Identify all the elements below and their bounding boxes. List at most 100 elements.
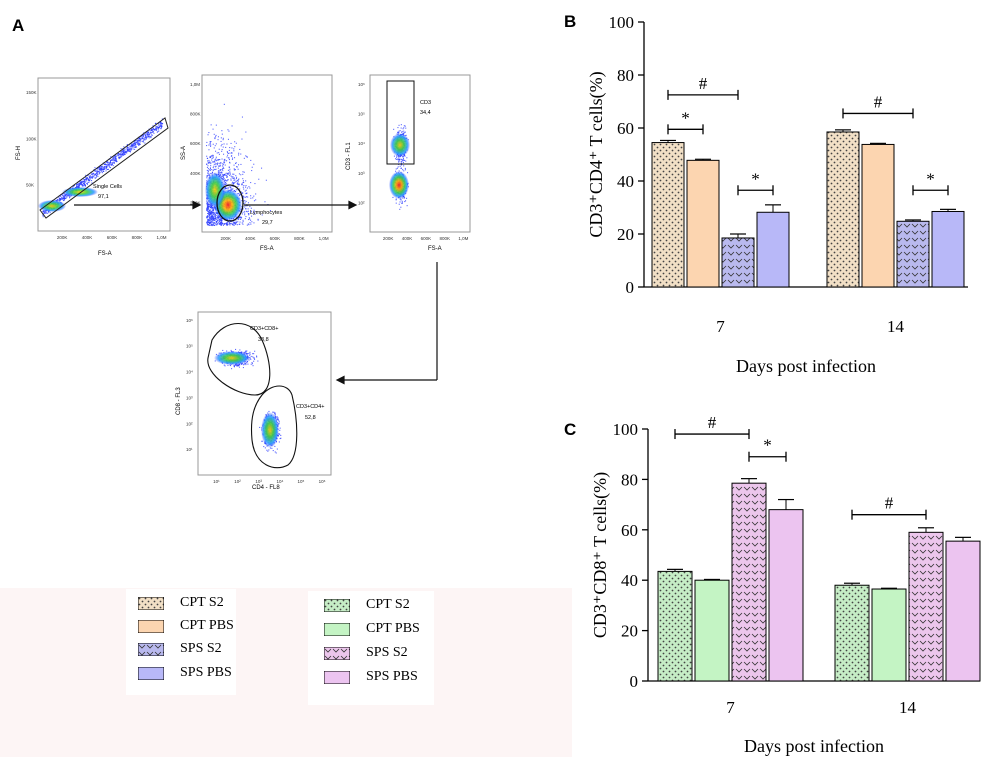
bar bbox=[756, 211, 790, 288]
significance-symbol: # bbox=[708, 415, 717, 432]
svg-text:10⁵: 10⁵ bbox=[298, 479, 305, 484]
legend-c: CPT S2 CPT PBS SPS S2 SPS PBS bbox=[308, 591, 434, 705]
legend-item: SPS PBS bbox=[138, 663, 232, 683]
axis-label-x: FS-A bbox=[98, 251, 112, 257]
bar bbox=[768, 509, 804, 682]
swatch-dots-icon bbox=[324, 598, 350, 612]
bar bbox=[721, 237, 755, 288]
swatch-chevron-icon bbox=[324, 646, 350, 660]
significance-bracket: * bbox=[737, 169, 774, 196]
bar bbox=[826, 131, 860, 288]
legend-label: CPT PBS bbox=[366, 621, 420, 636]
gate-name: CD3+CD8+ bbox=[250, 326, 278, 332]
significance-symbol: # bbox=[699, 74, 708, 93]
legend-label: SPS S2 bbox=[366, 645, 408, 660]
single-cells-gate bbox=[39, 117, 169, 219]
legend-item: SPS S2 bbox=[138, 639, 222, 659]
axis-label-x: CD4 - FL8 bbox=[252, 485, 280, 491]
svg-text:1,0M: 1,0M bbox=[319, 236, 329, 241]
bar-chart-cd8: 0 20 40 60 80 100 CD3⁺CD8⁺ T cells(%) Days post… bbox=[590, 415, 981, 756]
svg-text:400K: 400K bbox=[402, 236, 413, 241]
significance-bracket: # bbox=[667, 74, 739, 100]
cd3-gate bbox=[386, 80, 415, 165]
axis-label-y: SS-A bbox=[181, 146, 187, 160]
axis-label-y: CD3 - FL1 bbox=[346, 142, 352, 170]
y-tick-label: 60 bbox=[617, 119, 634, 138]
svg-text:1,0M: 1,0M bbox=[157, 235, 167, 240]
y-tick-label: 40 bbox=[621, 571, 638, 590]
axis-label-y: FS-H bbox=[16, 146, 22, 160]
svg-text:50K: 50K bbox=[26, 183, 34, 188]
bar bbox=[908, 531, 944, 682]
y-tick-label: 40 bbox=[617, 172, 634, 191]
bar bbox=[686, 159, 720, 288]
flow-plot-cd3: CD3 - FL1 FS-A CD3 34,4 200K 400K 600K 800K… bbox=[346, 74, 471, 252]
category-label: 7 bbox=[716, 317, 725, 336]
legend-item: CPT PBS bbox=[138, 616, 234, 636]
cd4-gate bbox=[250, 385, 298, 469]
significance-symbol: * bbox=[926, 169, 935, 188]
cd8-gate bbox=[207, 323, 271, 396]
flow-plot-lymphocytes: SS-A FS-A Lymphocytes 29,7 200K 400K 600K 8… bbox=[181, 74, 333, 252]
significance-bracket: # bbox=[851, 494, 927, 520]
bar bbox=[896, 220, 930, 288]
bar bbox=[651, 142, 685, 288]
y-tick-label: 100 bbox=[609, 13, 635, 32]
panel-label-c: C bbox=[564, 420, 577, 439]
legend-label: SPS PBS bbox=[180, 665, 232, 680]
legend-item: SPS S2 bbox=[324, 643, 408, 663]
svg-text:1,0M: 1,0M bbox=[458, 236, 468, 241]
x-axis-label: Days post infection bbox=[744, 736, 884, 756]
svg-text:10³: 10³ bbox=[186, 395, 193, 400]
scatter-cloud bbox=[38, 118, 164, 218]
significance-symbol: * bbox=[681, 108, 690, 127]
gate-name: Lymphocytes bbox=[250, 210, 282, 216]
swatch-solid-icon bbox=[324, 670, 350, 684]
swatch-chevron-icon bbox=[138, 642, 164, 656]
category-label: 7 bbox=[726, 698, 735, 717]
scatter-cloud bbox=[214, 348, 282, 454]
y-tick-label: 80 bbox=[617, 66, 634, 85]
svg-text:600K: 600K bbox=[421, 236, 432, 241]
significance-symbol: * bbox=[751, 169, 760, 188]
svg-text:10⁶: 10⁶ bbox=[358, 82, 365, 87]
svg-text:200K: 200K bbox=[383, 236, 394, 241]
lymphocytes-gate bbox=[216, 184, 244, 222]
axis-label-x: FS-A bbox=[260, 246, 274, 252]
bar bbox=[871, 588, 907, 682]
bar bbox=[861, 143, 895, 288]
svg-text:10⁶: 10⁶ bbox=[319, 479, 326, 484]
axis-label-x: FS-A bbox=[428, 246, 442, 252]
svg-text:200K: 200K bbox=[221, 236, 232, 241]
legend-item: SPS PBS bbox=[324, 667, 418, 687]
gate-name: CD3+CD4+ bbox=[296, 404, 324, 410]
svg-text:10⁵: 10⁵ bbox=[186, 344, 193, 349]
legend-b: CPT S2 CPT PBS SPS S2 SPS PBS bbox=[126, 589, 236, 695]
bar bbox=[945, 540, 981, 682]
svg-text:10²: 10² bbox=[186, 421, 193, 426]
swatch-solid-icon bbox=[138, 666, 164, 680]
panel-label-b: B bbox=[564, 12, 577, 31]
bar bbox=[931, 210, 965, 288]
legend-label: CPT S2 bbox=[180, 595, 224, 610]
axis-label-y: CD8 - FL3 bbox=[176, 387, 182, 415]
significance-bracket: * bbox=[667, 108, 704, 135]
flow-plot-single-cells: FS-H FS-A Single Cells 97,1 200K 400K 600K… bbox=[16, 77, 171, 257]
significance-bracket: # bbox=[842, 92, 914, 119]
flow-plot-cd4-cd8: CD8 - FL3 CD4 - FL8 CD3+CD8+ 33,8 CD3+CD… bbox=[176, 311, 332, 491]
svg-text:100K: 100K bbox=[26, 136, 37, 141]
svg-text:10²: 10² bbox=[358, 200, 365, 205]
svg-text:10¹: 10¹ bbox=[213, 479, 220, 484]
svg-text:10⁴: 10⁴ bbox=[186, 370, 193, 375]
category-label: 14 bbox=[887, 317, 905, 336]
legend-item: CPT S2 bbox=[138, 593, 224, 613]
svg-text:800K: 800K bbox=[294, 236, 305, 241]
svg-text:10²: 10² bbox=[234, 479, 241, 484]
legend-label: SPS PBS bbox=[366, 669, 418, 684]
gate-name: CD3 bbox=[420, 100, 431, 106]
gate-value: 97,1 bbox=[98, 194, 109, 200]
svg-text:800K: 800K bbox=[132, 235, 143, 240]
panel-label-a: A bbox=[12, 16, 25, 35]
gate-value: 34,4 bbox=[420, 110, 431, 116]
significance-bracket: * bbox=[748, 436, 787, 462]
